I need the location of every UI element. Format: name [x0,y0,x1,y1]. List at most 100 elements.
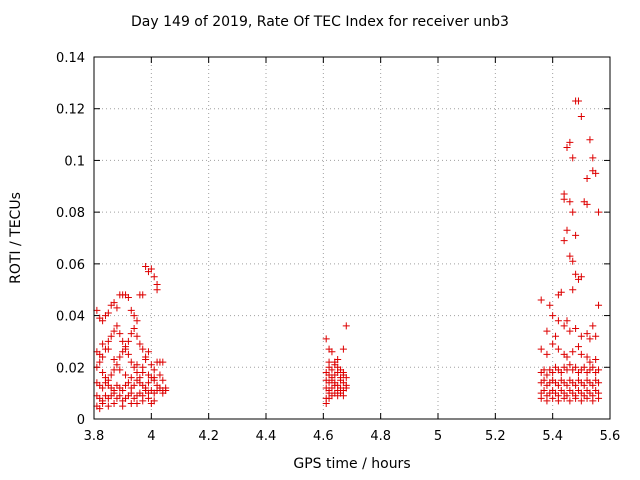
data-point [577,273,585,281]
data-point [150,273,158,281]
x-tick-label: 4.4 [256,429,277,444]
data-point [580,363,588,371]
data-point [133,399,141,407]
data-point [107,371,115,379]
data-point [549,394,557,402]
x-tick-label: 5.4 [542,429,563,444]
data-point [589,322,597,330]
data-point [104,309,112,317]
data-point [566,252,574,260]
data-point [569,208,577,216]
data-point [560,237,568,245]
data-point [543,371,551,379]
data-point [99,353,107,361]
data-point [342,322,350,330]
data-point [156,384,164,392]
data-point [577,350,585,358]
data-point [142,356,150,364]
data-point [93,306,101,314]
data-point [110,399,118,407]
data-point [560,195,568,203]
y-tick-label: 0.14 [56,51,85,66]
data-point [136,340,144,348]
data-point [589,397,597,405]
data-point [110,327,118,335]
data-point [595,208,603,216]
data-point [124,293,132,301]
data-point [144,379,152,387]
data-point [540,387,548,395]
data-point [586,335,594,343]
data-point [150,397,158,405]
data-point [543,350,551,358]
data-point [583,200,591,208]
data-point [142,262,150,270]
data-point [113,322,121,330]
data-point [577,112,585,120]
data-point [572,270,580,278]
data-point [580,381,588,389]
data-point [322,335,330,343]
data-point [124,337,132,345]
data-point [549,368,557,376]
y-tick-label: 0 [77,413,85,428]
data-point [99,340,107,348]
x-tick-label: 5.2 [485,429,506,444]
data-point [99,368,107,376]
data-point [586,358,594,366]
data-point [139,368,147,376]
data-point [96,405,104,413]
y-tick-label: 0.12 [56,103,85,118]
data-point [572,381,580,389]
data-point [595,394,603,402]
data-point [122,343,130,351]
data-point [566,327,574,335]
data-point [563,144,571,151]
data-point [566,361,574,369]
data-point [147,361,155,369]
data-point [554,317,562,325]
data-point [127,374,135,382]
x-tick-label: 4.2 [198,429,219,444]
data-point [130,312,138,320]
data-point [99,384,107,392]
data-point [133,317,141,325]
data-point [574,97,582,105]
data-point [583,353,591,361]
y-tick-label: 0.04 [56,310,85,325]
data-point [560,394,568,402]
data-point [322,399,330,407]
data-point [595,366,603,374]
data-point [113,361,121,369]
data-point [549,340,557,348]
data-point [116,366,124,374]
data-point [104,337,112,345]
data-point [122,371,130,379]
y-tick-label: 0.06 [56,258,85,273]
data-point [342,384,350,392]
axis-ticks: 3.8 4 4.2 4.4 4.6 4.8 5 5.2 5.4 5.6 0 0.02 0.04 0.06 0… [56,51,620,444]
data-point [159,358,167,366]
data-point [592,169,600,177]
data-point [124,379,132,387]
data-point [116,330,124,338]
data-point [572,231,580,239]
data-point [537,394,545,402]
data-point [566,397,574,405]
x-axis-label: GPS time / hours [293,456,411,472]
data-point [119,402,127,410]
data-point [93,363,101,371]
data-point [104,345,112,353]
data-point [119,348,127,356]
data-point [563,317,571,325]
data-point [127,330,135,338]
x-tick-label: 4.8 [370,429,391,444]
data-point [583,330,591,338]
data-point [577,397,585,405]
data-point [110,389,118,397]
data-point [589,154,597,162]
data-point [156,371,164,379]
data-point [557,368,565,376]
data-point [116,353,124,361]
